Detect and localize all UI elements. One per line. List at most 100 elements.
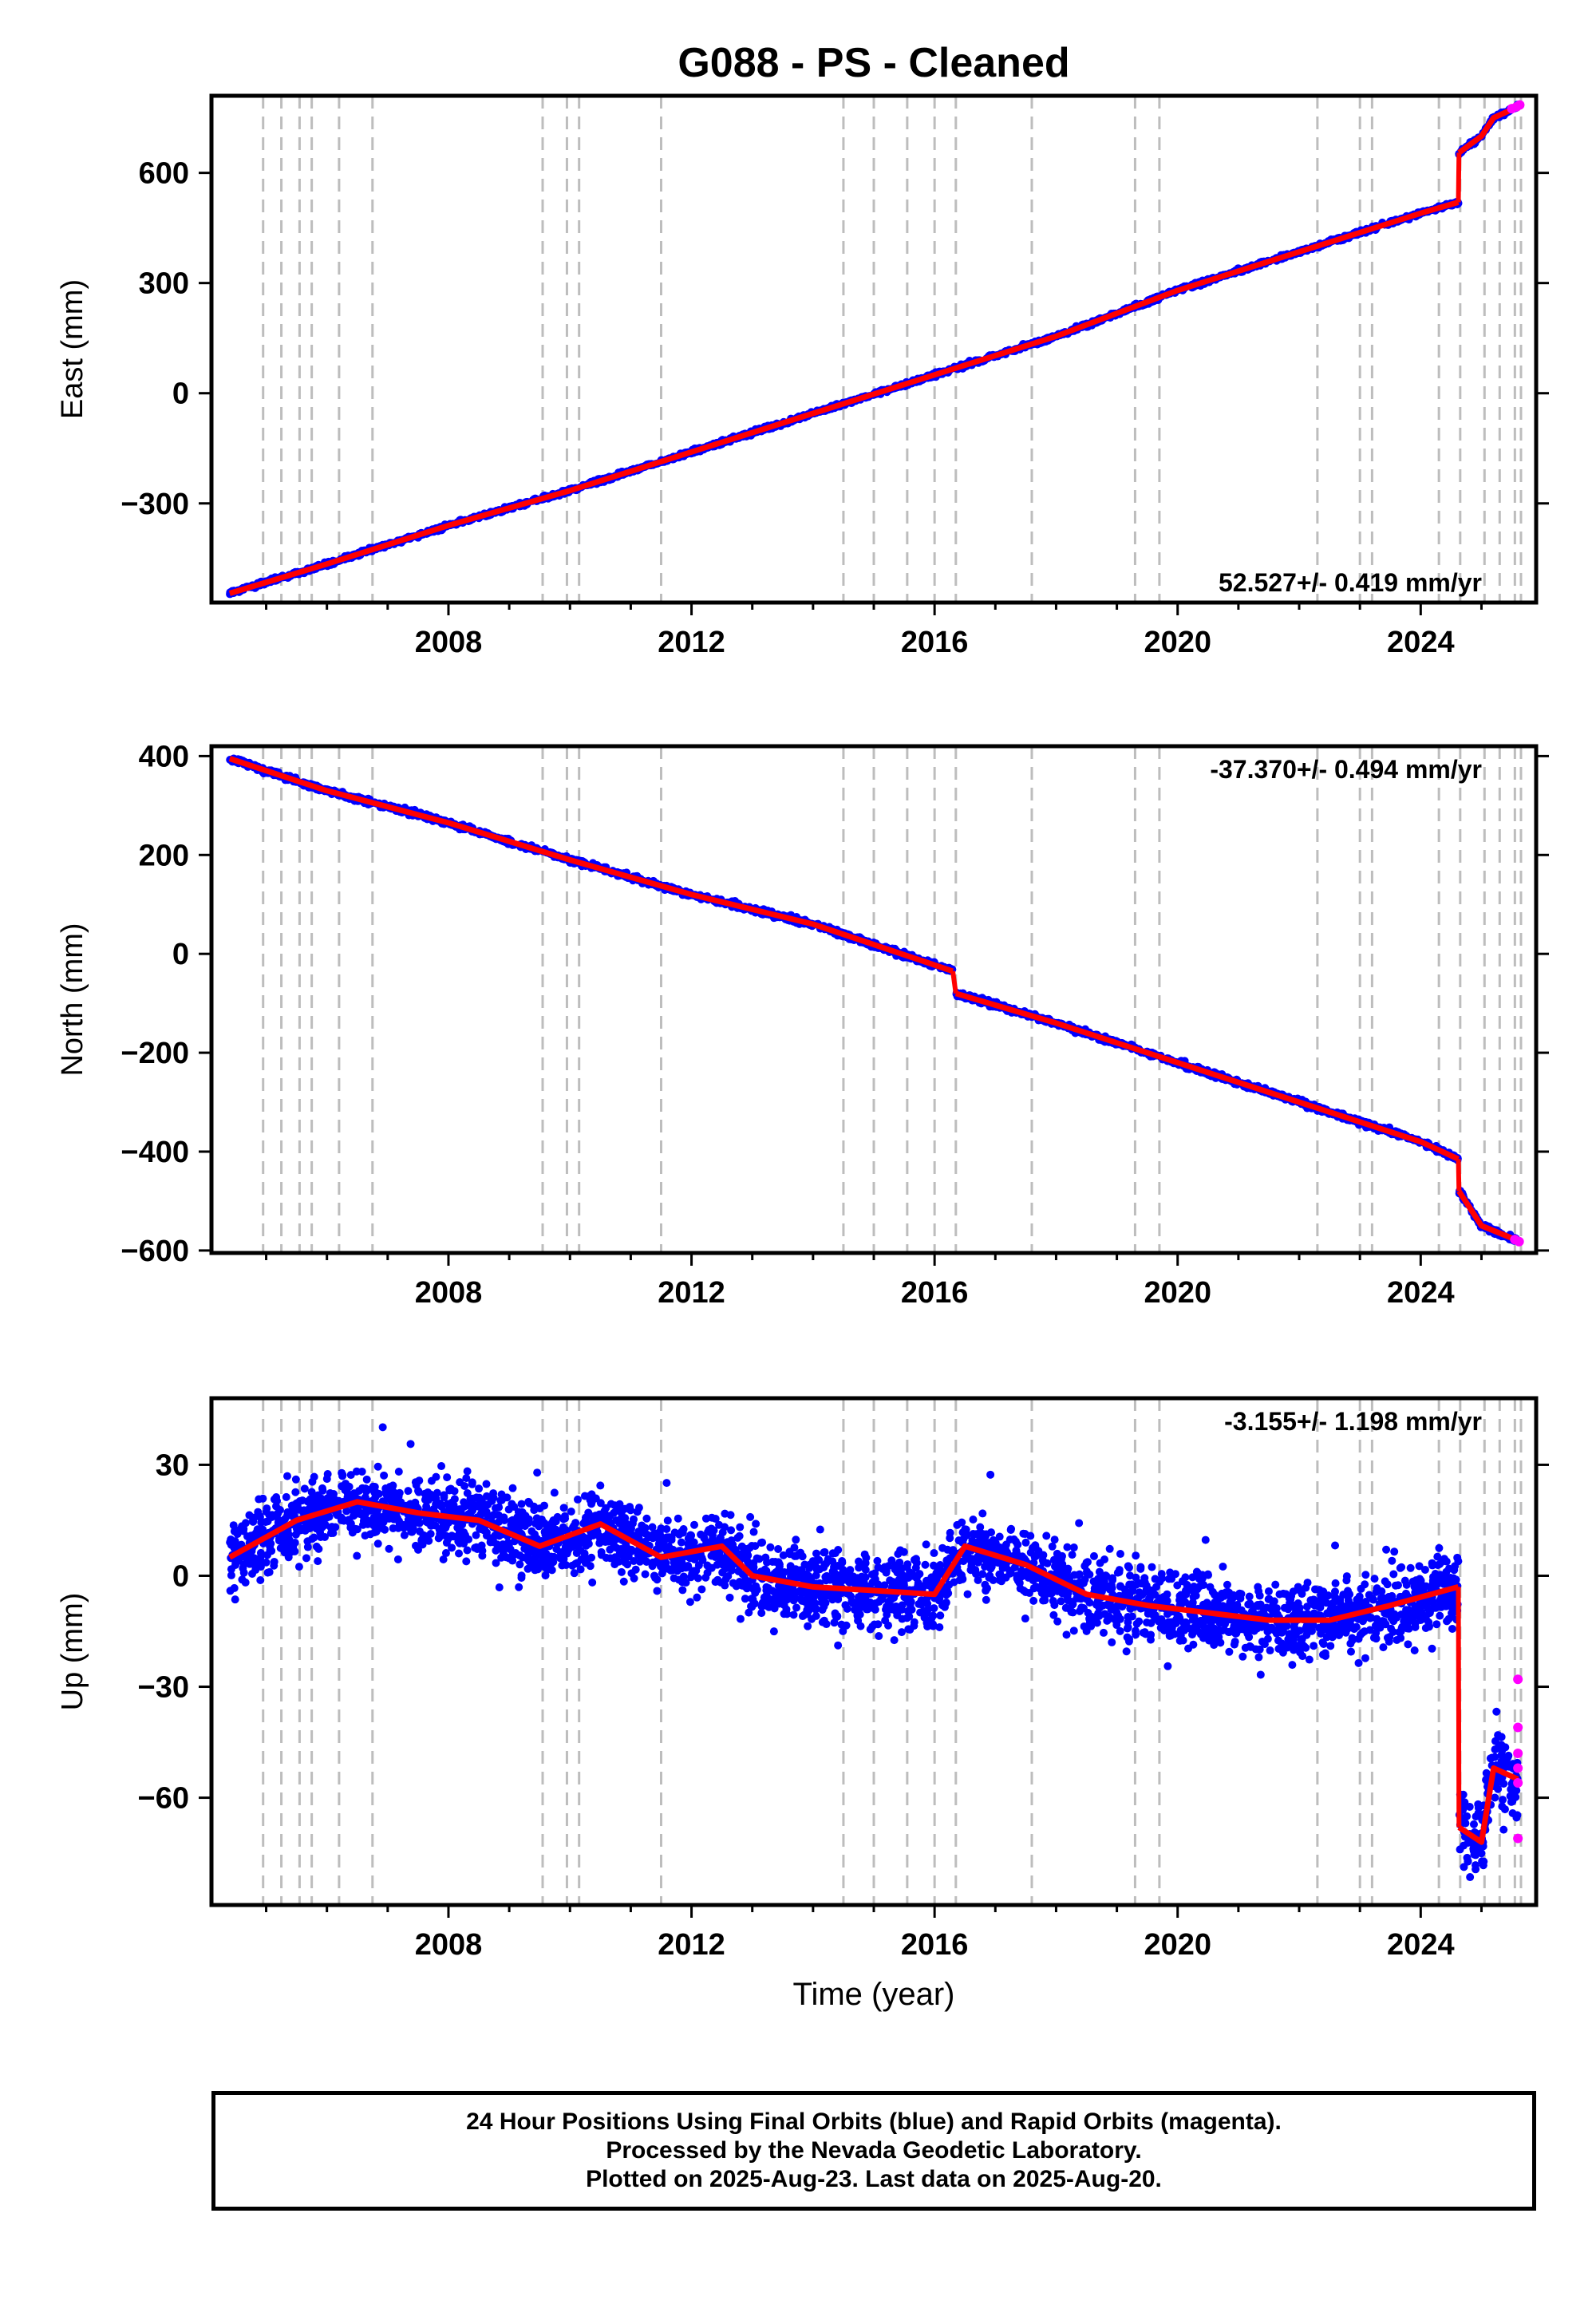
final-point bbox=[276, 1505, 285, 1514]
final-point bbox=[342, 1507, 351, 1516]
final-point bbox=[508, 1556, 517, 1565]
final-point bbox=[350, 1512, 358, 1520]
final-point bbox=[378, 1519, 387, 1528]
final-point bbox=[458, 1520, 467, 1529]
rapid-point bbox=[1514, 1236, 1524, 1247]
final-point bbox=[516, 1560, 524, 1569]
final-point bbox=[311, 1499, 320, 1508]
final-point bbox=[407, 1528, 416, 1536]
final-point bbox=[294, 1563, 303, 1571]
final-point bbox=[385, 1482, 394, 1491]
final-point bbox=[310, 1472, 318, 1481]
final-point bbox=[372, 1510, 381, 1519]
final-point bbox=[536, 1561, 545, 1570]
panel-north: 2008 2012 2016 2020 2024−600−400−2000200400N… bbox=[56, 740, 1549, 1310]
final-point bbox=[329, 1528, 338, 1537]
final-point bbox=[393, 1555, 402, 1563]
final-point bbox=[318, 1486, 327, 1495]
final-point bbox=[378, 1423, 387, 1432]
break-lines bbox=[262, 1398, 1523, 1905]
final-point bbox=[389, 1524, 397, 1532]
final-point bbox=[513, 1513, 522, 1522]
final-point bbox=[460, 1502, 468, 1511]
y-tick-label: −600 bbox=[120, 1235, 189, 1268]
final-point bbox=[314, 1544, 323, 1553]
final-point bbox=[323, 1500, 332, 1509]
final-point bbox=[569, 1523, 578, 1531]
final-point bbox=[454, 1549, 463, 1558]
final-point bbox=[559, 1504, 568, 1512]
final-point bbox=[577, 1555, 586, 1563]
final-point bbox=[334, 1496, 343, 1505]
final-point bbox=[489, 1493, 498, 1502]
final-point bbox=[443, 1532, 452, 1541]
final-point bbox=[414, 1545, 423, 1554]
final-point bbox=[456, 1478, 464, 1487]
final-point bbox=[238, 1526, 247, 1535]
final-point bbox=[550, 1488, 559, 1497]
final-point bbox=[300, 1484, 309, 1493]
final-point bbox=[525, 1557, 534, 1566]
final-point bbox=[270, 1561, 279, 1570]
final-point bbox=[338, 1471, 347, 1480]
final-point bbox=[303, 1537, 312, 1546]
final-point bbox=[259, 1494, 267, 1503]
y-tick-label: −200 bbox=[120, 1037, 189, 1070]
final-point bbox=[448, 1543, 456, 1552]
final-point bbox=[282, 1492, 290, 1501]
final-point bbox=[489, 1538, 498, 1547]
final-point bbox=[287, 1512, 296, 1520]
final-point bbox=[227, 1565, 235, 1574]
final-point bbox=[552, 1545, 561, 1554]
model-line bbox=[228, 756, 954, 974]
final-point bbox=[400, 1531, 409, 1539]
final-point bbox=[495, 1531, 504, 1539]
final-point bbox=[472, 1531, 480, 1539]
final-point bbox=[303, 1543, 312, 1551]
final-point bbox=[591, 1512, 600, 1520]
final-point bbox=[252, 1528, 261, 1537]
final-point bbox=[543, 1566, 551, 1575]
final-point bbox=[510, 1550, 519, 1559]
final-point bbox=[475, 1484, 484, 1493]
final-point bbox=[595, 1539, 604, 1547]
final-point bbox=[319, 1520, 328, 1529]
final-point bbox=[448, 1499, 456, 1508]
x-tick-label: 2016 bbox=[901, 1276, 969, 1310]
final-point bbox=[567, 1507, 575, 1516]
final-point bbox=[504, 1538, 512, 1547]
final-point bbox=[562, 1561, 571, 1570]
final-point bbox=[440, 1522, 448, 1531]
final-point bbox=[567, 1543, 576, 1551]
final-point bbox=[283, 1472, 292, 1480]
y-tick-label: 0 bbox=[172, 938, 189, 971]
final-point bbox=[255, 1512, 264, 1520]
final-point bbox=[440, 1491, 448, 1500]
final-point bbox=[303, 1497, 312, 1506]
final-point bbox=[478, 1547, 487, 1555]
final-point bbox=[229, 1521, 238, 1530]
final-point bbox=[299, 1524, 308, 1533]
final-point bbox=[395, 1520, 404, 1529]
final-point bbox=[291, 1488, 300, 1496]
final-point bbox=[576, 1546, 585, 1555]
final-point bbox=[302, 1554, 310, 1563]
final-point bbox=[354, 1504, 362, 1513]
final-point bbox=[518, 1553, 527, 1562]
figure-title: G088 - PS - Cleaned bbox=[678, 40, 1069, 86]
final-point bbox=[476, 1524, 484, 1533]
final-point bbox=[363, 1516, 372, 1525]
x-tick-label: 2020 bbox=[1144, 1276, 1211, 1310]
final-point bbox=[361, 1531, 369, 1540]
final-point bbox=[455, 1534, 464, 1543]
final-point bbox=[585, 1492, 594, 1500]
final-point bbox=[306, 1524, 314, 1533]
final-point bbox=[353, 1551, 361, 1560]
final-point bbox=[561, 1514, 570, 1523]
final-point bbox=[587, 1500, 596, 1508]
final-point bbox=[497, 1490, 506, 1499]
final-point bbox=[468, 1478, 476, 1487]
x-axis-label: Time (year) bbox=[793, 1977, 955, 2012]
